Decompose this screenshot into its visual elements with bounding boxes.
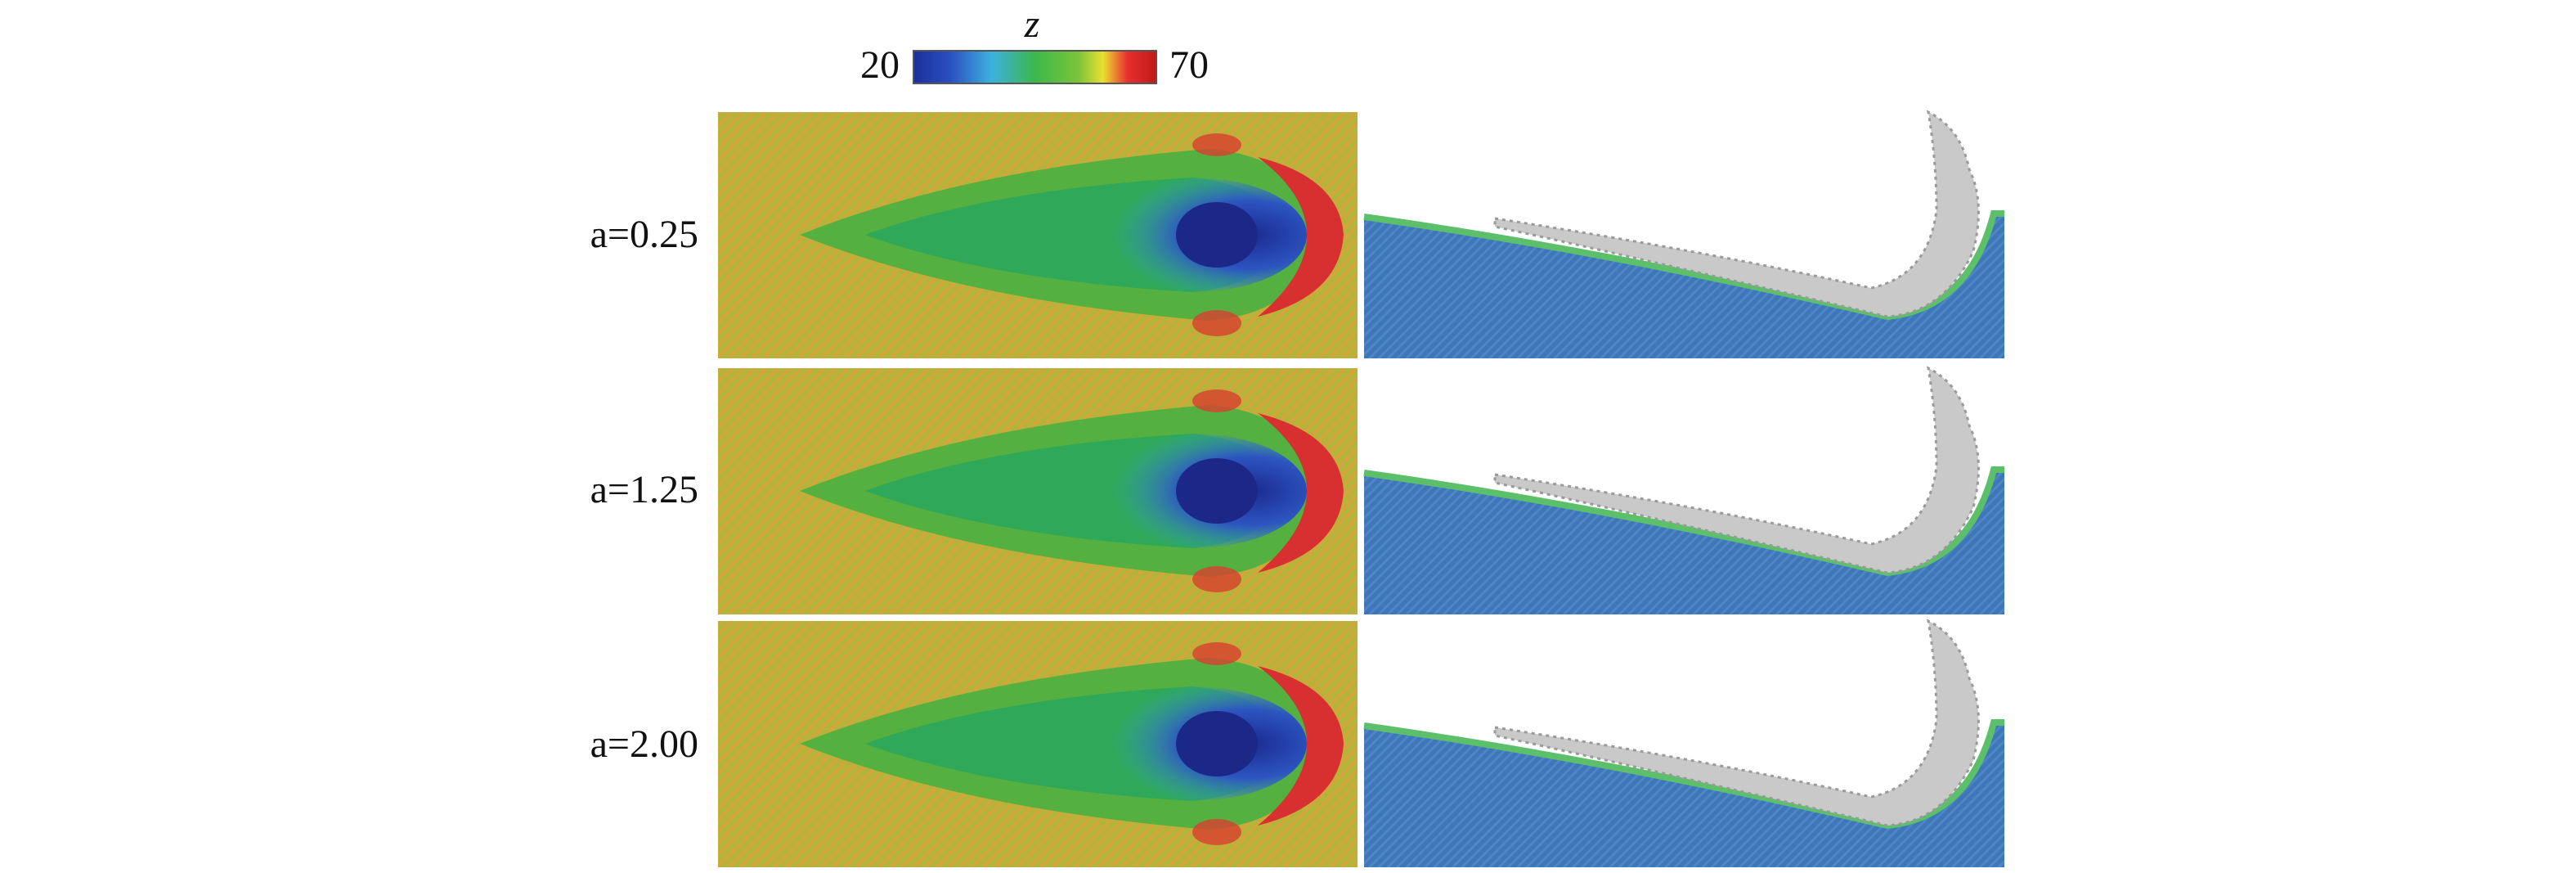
top-view-image: [718, 621, 1358, 867]
side-view-image: [1364, 112, 2004, 358]
top-view-image: [718, 368, 1358, 614]
colorbar-label: z: [1024, 2, 1040, 46]
row-label: a=0.25: [590, 213, 698, 256]
colorbar-max: 70: [1169, 43, 1209, 87]
colorbar-min: 20: [860, 43, 900, 87]
side-view-image: [1364, 621, 2004, 867]
row-label: a=2.00: [590, 722, 698, 766]
top-view-image: [718, 112, 1358, 358]
row-label: a=1.25: [590, 468, 698, 511]
colorbar: [913, 50, 1157, 84]
side-view-image: [1364, 368, 2004, 614]
